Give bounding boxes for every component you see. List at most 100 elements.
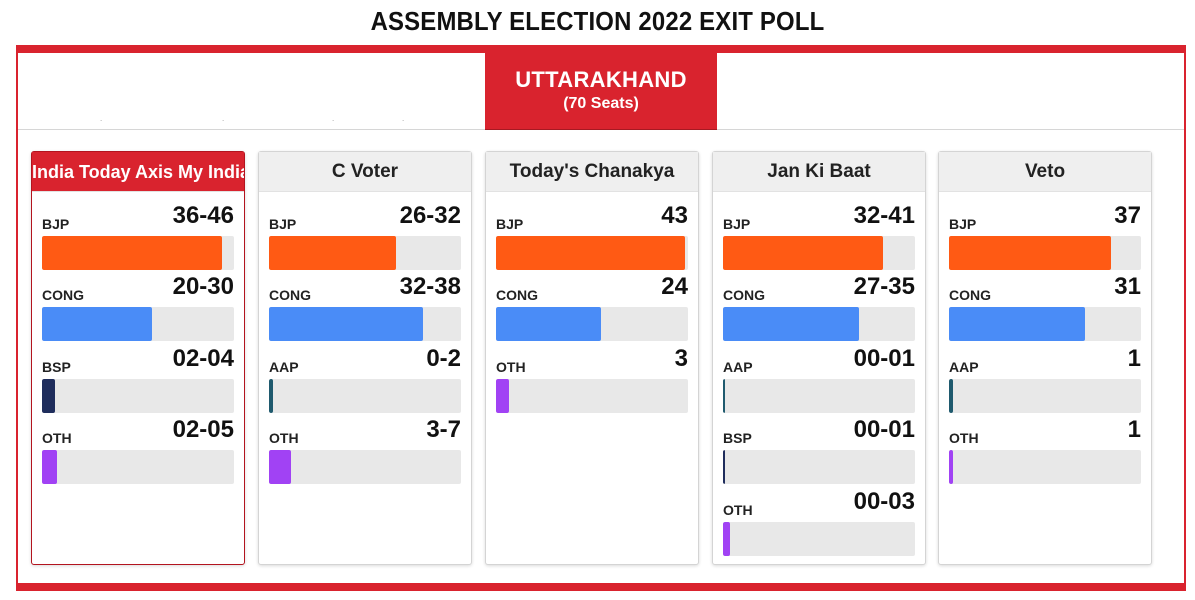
bar-track: [42, 450, 234, 484]
seat-projection-label: 3: [674, 345, 688, 372]
decorative-dot: .: [332, 114, 335, 123]
bar-track: [269, 307, 461, 341]
bar-track: [42, 379, 234, 413]
state-tab-uttarakhand[interactable]: UTTARAKHAND (70 Seats): [485, 53, 717, 129]
seat-bar: [949, 307, 1086, 341]
seat-projection-label: 43: [661, 202, 688, 229]
seat-bar: [949, 236, 1112, 270]
seat-projection-label: 00-03: [853, 488, 915, 515]
pollster-name: India Today Axis My India: [32, 152, 244, 192]
party-name-label: BJP: [723, 216, 751, 232]
bar-track: [949, 450, 1141, 484]
party-name-label: CONG: [42, 287, 84, 303]
seat-bar: [723, 522, 730, 556]
party-row: BSP 00-01: [723, 412, 915, 484]
party-name-label: AAP: [269, 359, 299, 375]
decorative-dot: .: [402, 114, 405, 123]
seat-projection-label: 02-04: [172, 345, 234, 372]
party-row: AAP 1: [949, 341, 1141, 413]
party-name-label: OTH: [949, 430, 979, 446]
party-name-label: OTH: [269, 430, 299, 446]
party-name-label: BJP: [949, 216, 977, 232]
party-row: BJP 43: [496, 198, 688, 270]
party-name-label: OTH: [723, 502, 753, 518]
bar-track: [723, 450, 915, 484]
bar-track: [723, 522, 915, 556]
seat-bar: [723, 236, 884, 270]
seat-projection-label: 26-32: [399, 202, 461, 229]
party-name-label: CONG: [269, 287, 311, 303]
pollster-name: Jan Ki Baat: [713, 152, 925, 192]
seat-bar: [723, 307, 860, 341]
seat-projection-label: 1: [1127, 345, 1141, 372]
bar-track: [949, 379, 1141, 413]
party-name-label: CONG: [949, 287, 991, 303]
page-title: ASSEMBLY ELECTION 2022 EXIT POLL: [370, 6, 825, 36]
pollster-name: C Voter: [259, 152, 471, 192]
pollster-card[interactable]: Jan Ki Baat BJP 32-41 CONG 27-35 AAP 00-01 BSP 0…: [712, 151, 926, 565]
bar-track: [269, 450, 461, 484]
party-name-label: BJP: [42, 216, 70, 232]
seat-bar: [496, 307, 602, 341]
seat-projection-label: 31: [1114, 273, 1141, 300]
pollster-card[interactable]: C Voter BJP 26-32 CONG 32-38 AAP 0-2 OTH 3-7: [258, 151, 472, 565]
bar-track: [42, 236, 234, 270]
bar-track: [42, 307, 234, 341]
bar-track: [496, 379, 688, 413]
seat-projection-label: 1: [1127, 416, 1141, 443]
bar-track: [723, 236, 915, 270]
pollster-card[interactable]: India Today Axis My India BJP 36-46 CONG 20-…: [31, 151, 245, 565]
party-row: AAP 00-01: [723, 341, 915, 413]
party-row: CONG 31: [949, 269, 1141, 341]
party-name-label: BSP: [42, 359, 71, 375]
seat-bar: [42, 236, 222, 270]
party-name-label: BJP: [269, 216, 297, 232]
seat-projection-label: 00-01: [853, 416, 915, 443]
seat-bar: [42, 307, 152, 341]
bar-track: [949, 307, 1141, 341]
seat-bar: [269, 450, 291, 484]
state-seats: (70 Seats): [563, 95, 639, 112]
seat-projection-label: 37: [1114, 202, 1141, 229]
bar-track: [949, 236, 1141, 270]
seat-bar: [723, 450, 726, 484]
bar-track: [496, 236, 688, 270]
seat-bar: [42, 379, 56, 413]
seat-projection-label: 3-7: [426, 416, 461, 443]
party-row: CONG 24: [496, 269, 688, 341]
seat-bar: [949, 450, 954, 484]
pollster-name: Veto: [939, 152, 1151, 192]
seat-bar: [723, 379, 726, 413]
seat-bar: [496, 236, 685, 270]
seat-projection-label: 27-35: [853, 273, 915, 300]
top-rule: [16, 45, 1186, 53]
seat-projection-label: 24: [661, 273, 688, 300]
party-row: BJP 32-41: [723, 198, 915, 270]
party-row: OTH 3-7: [269, 412, 461, 484]
seat-bar: [496, 379, 510, 413]
seat-projection-label: 0-2: [426, 345, 461, 372]
seat-projection-label: 32-41: [853, 202, 915, 229]
seat-bar: [269, 379, 274, 413]
bar-track: [723, 379, 915, 413]
party-row: OTH 00-03: [723, 484, 915, 556]
pollster-card[interactable]: Today's Chanakya BJP 43 CONG 24 OTH 3: [485, 151, 699, 565]
party-name-label: OTH: [496, 359, 526, 375]
seat-projection-label: 20-30: [172, 273, 234, 300]
party-name-label: BSP: [723, 430, 752, 446]
bar-track: [496, 307, 688, 341]
seat-projection-label: 32-38: [399, 273, 461, 300]
seat-projection-label: 00-01: [853, 345, 915, 372]
party-row: BSP 02-04: [42, 341, 234, 413]
bar-track: [269, 379, 461, 413]
pollster-card[interactable]: Veto BJP 37 CONG 31 AAP 1 OTH 1: [938, 151, 1152, 565]
party-row: BJP 37: [949, 198, 1141, 270]
party-name-label: CONG: [496, 287, 538, 303]
party-row: CONG 27-35: [723, 269, 915, 341]
seat-bar: [42, 450, 58, 484]
seat-bar: [949, 379, 954, 413]
seat-bar: [269, 236, 397, 270]
party-name-label: AAP: [949, 359, 979, 375]
party-row: OTH 3: [496, 341, 688, 413]
party-row: AAP 0-2: [269, 341, 461, 413]
